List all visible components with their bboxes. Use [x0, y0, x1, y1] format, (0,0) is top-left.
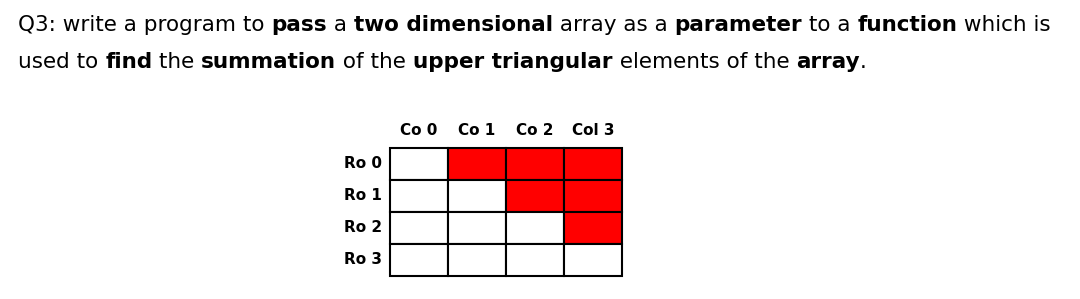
Text: .: .	[860, 52, 866, 72]
Bar	[507, 244, 564, 276]
Text: upper triangular: upper triangular	[414, 52, 612, 72]
Bar	[564, 148, 622, 180]
Text: which is: which is	[957, 15, 1051, 35]
Text: array as a: array as a	[553, 15, 675, 35]
Text: Col 3: Col 3	[571, 123, 615, 138]
Text: Ro 3: Ro 3	[345, 252, 382, 268]
Text: parameter: parameter	[675, 15, 802, 35]
Text: elements of the: elements of the	[612, 52, 796, 72]
Bar	[448, 180, 507, 212]
Text: find: find	[105, 52, 152, 72]
Text: Co 0: Co 0	[401, 123, 437, 138]
Bar	[390, 180, 448, 212]
Text: Co 1: Co 1	[458, 123, 496, 138]
Bar	[448, 244, 507, 276]
Text: pass: pass	[271, 15, 327, 35]
Text: of the: of the	[336, 52, 414, 72]
Bar	[390, 244, 448, 276]
Text: Co 2: Co 2	[516, 123, 554, 138]
Text: two dimensional: two dimensional	[354, 15, 553, 35]
Text: Q3: write a program to: Q3: write a program to	[18, 15, 271, 35]
Bar	[390, 212, 448, 244]
Text: the: the	[152, 52, 201, 72]
Bar	[564, 244, 622, 276]
Text: to a: to a	[802, 15, 858, 35]
Bar	[448, 148, 507, 180]
Bar	[507, 212, 564, 244]
Text: Ro 2: Ro 2	[343, 220, 382, 236]
Bar	[507, 180, 564, 212]
Bar	[564, 180, 622, 212]
Text: Ro 0: Ro 0	[345, 156, 382, 172]
Bar	[448, 212, 507, 244]
Bar	[507, 148, 564, 180]
Bar	[564, 212, 622, 244]
Text: summation: summation	[201, 52, 336, 72]
Text: array: array	[796, 52, 860, 72]
Text: function: function	[858, 15, 957, 35]
Text: a: a	[327, 15, 354, 35]
Bar	[390, 148, 448, 180]
Text: Ro 1: Ro 1	[345, 188, 382, 204]
Text: used to: used to	[18, 52, 105, 72]
